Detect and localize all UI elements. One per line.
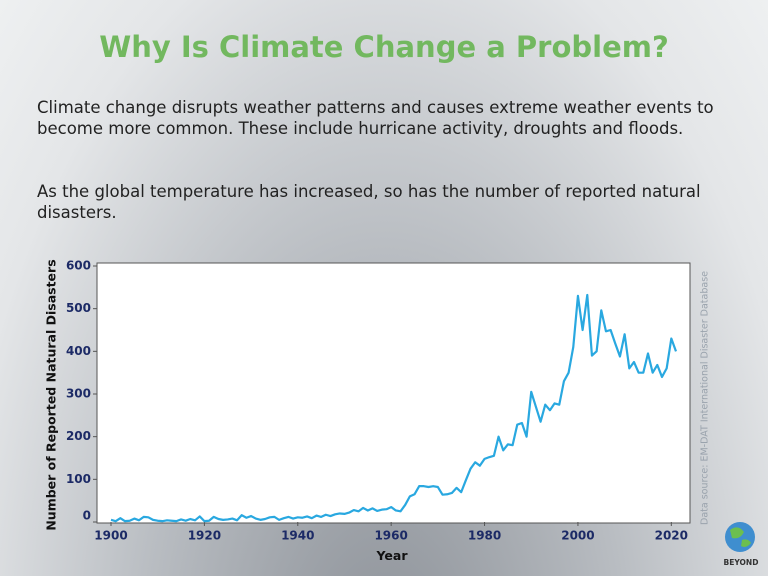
y-tick-label: 500 <box>66 301 91 315</box>
y-tick-label: 200 <box>66 429 91 443</box>
logo: BEYOND <box>724 522 759 567</box>
y-axis-title: Number of Reported Natural Disasters <box>44 259 59 530</box>
logo-text: BEYOND <box>724 558 759 567</box>
x-tick-label: 1980 <box>468 529 501 543</box>
data-line <box>110 293 678 523</box>
x-tick-label: 1940 <box>281 529 314 543</box>
x-tick-label: 1920 <box>188 529 221 543</box>
slide-title: Why Is Climate Change a Problem? <box>99 30 669 64</box>
y-tick-label: 400 <box>66 344 91 358</box>
x-tick-label: 2020 <box>655 529 688 543</box>
y-tick-label: 0 <box>83 509 91 523</box>
plot-area <box>96 262 691 524</box>
y-tick-label: 100 <box>66 472 91 486</box>
x-tick-label: 1960 <box>374 529 407 543</box>
source-note: Data source: EM-DAT International Disast… <box>700 271 711 525</box>
logo-land <box>730 527 751 547</box>
y-tick-label: 600 <box>66 259 91 273</box>
y-tick-label: 300 <box>66 387 91 401</box>
x-tick-label: 2000 <box>561 529 594 543</box>
paragraph: As the global temperature has increased,… <box>37 182 701 222</box>
paragraph: Climate change disrupts weather patterns… <box>37 98 714 138</box>
x-tick-label: 1900 <box>94 529 127 543</box>
logo-globe <box>725 522 755 552</box>
x-axis-title: Year <box>376 548 409 563</box>
